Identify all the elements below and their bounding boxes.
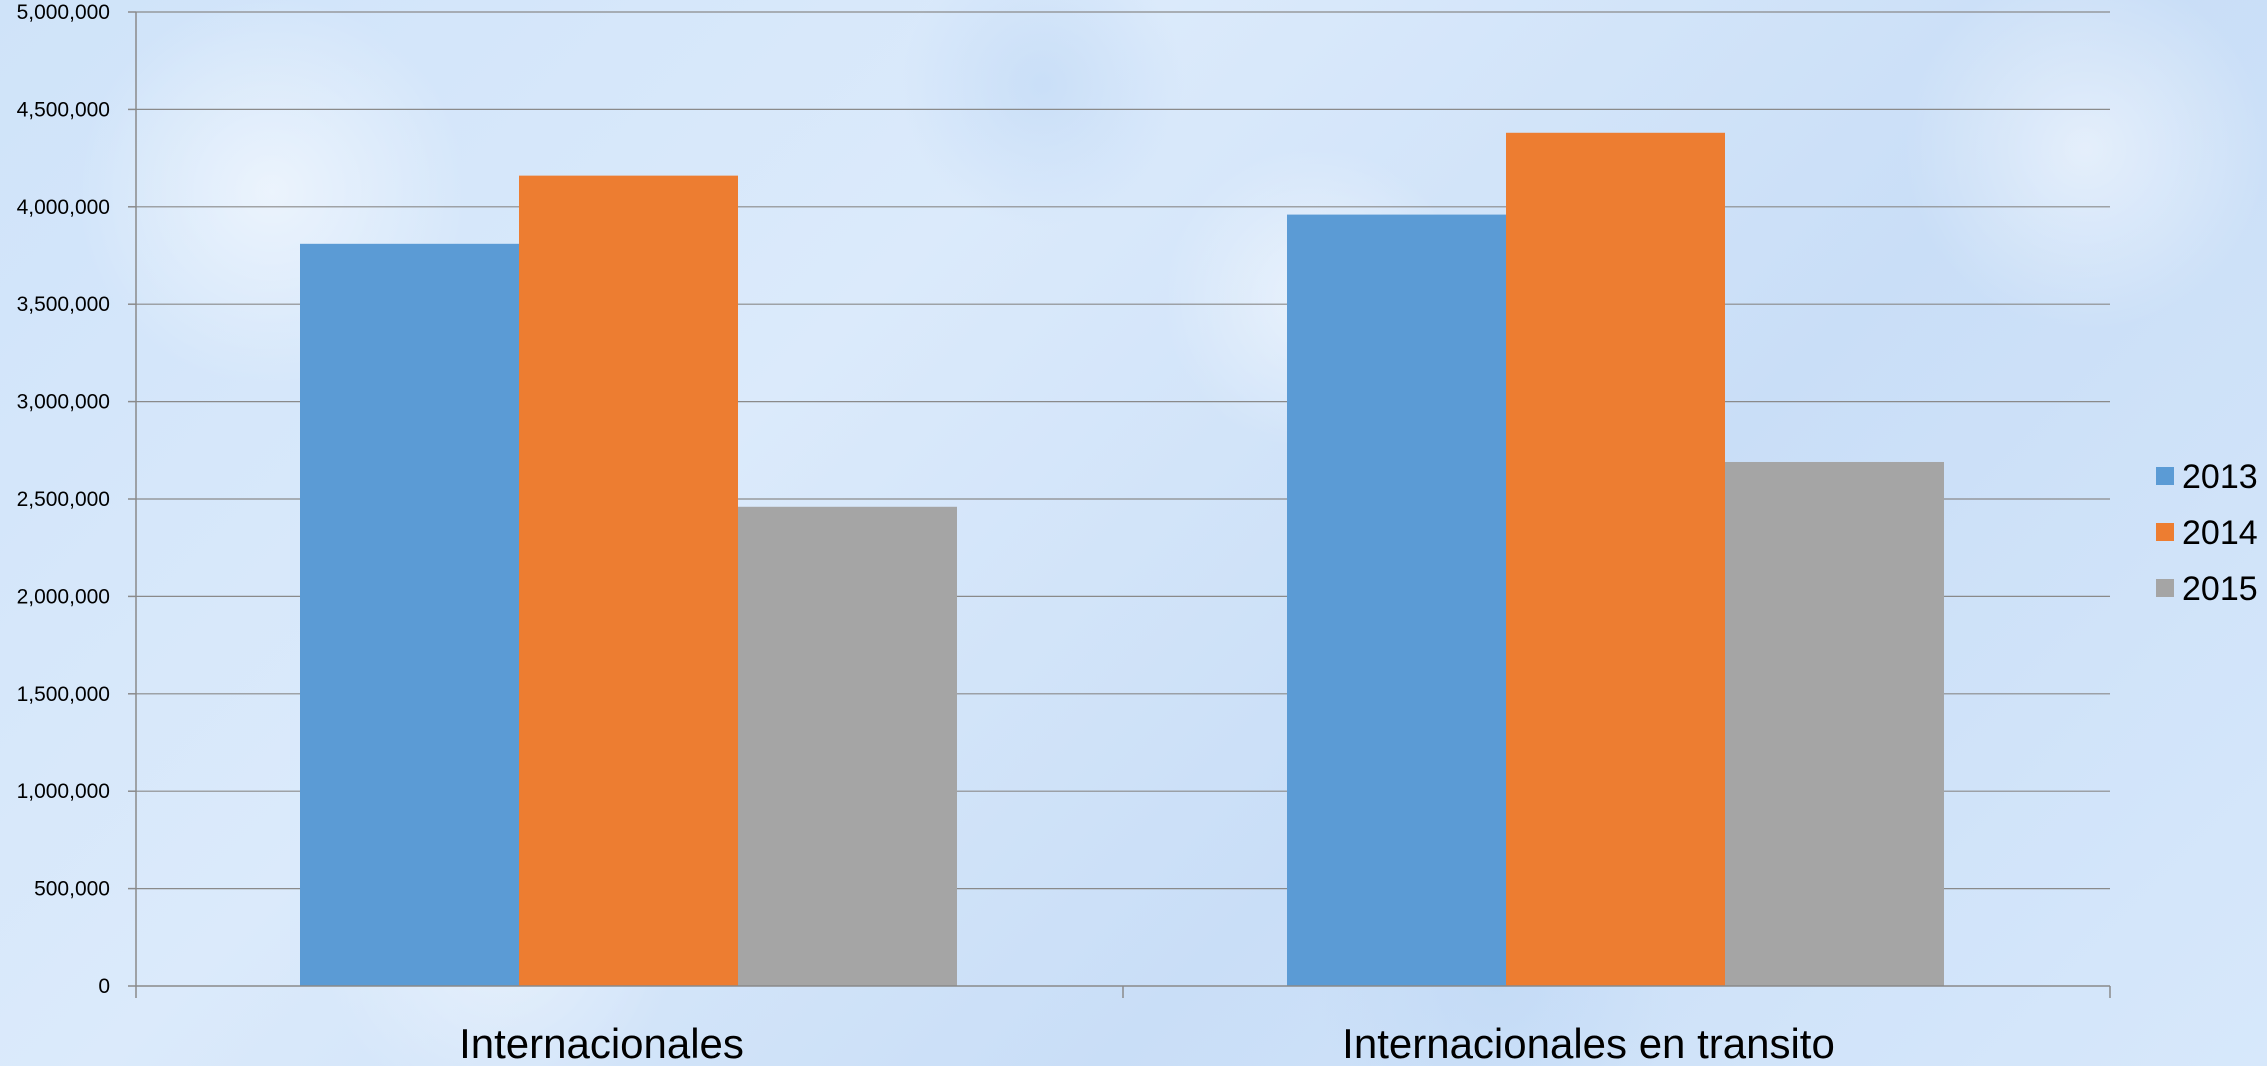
bar-2015-2 (1725, 462, 1944, 986)
bar-2013-1 (300, 244, 519, 986)
bar-2015-1 (738, 507, 957, 986)
x-category-label: Internacionales (459, 1020, 744, 1066)
legend-swatch-2015 (2156, 579, 2174, 597)
legend-swatch-2013 (2156, 467, 2174, 485)
legend-label-2014: 2014 (2182, 514, 2258, 552)
x-category-label: Internacionales en transito (1342, 1020, 1835, 1066)
bars (300, 133, 1944, 986)
legend-label-2013: 2013 (2182, 458, 2258, 496)
y-tick-label: 500,000 (34, 878, 110, 901)
y-axis-tick-labels: 0 500,000 1,000,000 1,500,000 2,000,000 2,500… (17, 1, 110, 998)
y-tick-label: 1,500,000 (17, 683, 110, 706)
y-tick-label: 2,000,000 (17, 585, 110, 608)
legend-label-2015: 2015 (2182, 570, 2258, 608)
y-tick-label: 3,000,000 (17, 391, 110, 414)
legend: 2013 2014 2015 (2156, 458, 2258, 608)
y-tick-label: 2,500,000 (17, 488, 110, 511)
y-tick-label: 4,000,000 (17, 196, 110, 219)
legend-swatch-2014 (2156, 523, 2174, 541)
y-tick-label: 0 (98, 975, 110, 998)
bar-2013-2 (1287, 215, 1506, 986)
bar-2014-2 (1506, 133, 1725, 986)
x-axis-category-labels: Internacionales Internacionales en transi… (459, 1020, 1835, 1066)
y-tick-label: 1,000,000 (17, 780, 110, 803)
y-tick-label: 3,500,000 (17, 293, 110, 316)
bar-2014-1 (519, 176, 738, 986)
y-tick-label: 5,000,000 (17, 1, 110, 24)
y-tick-label: 4,500,000 (17, 98, 110, 121)
